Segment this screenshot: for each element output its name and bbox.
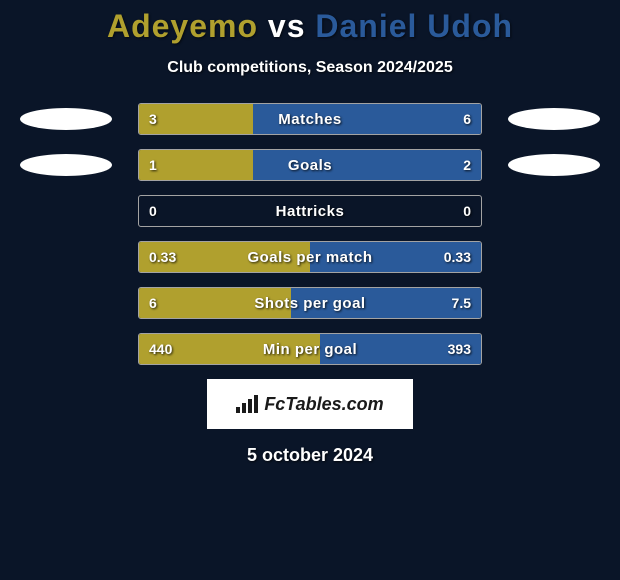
player1-badge xyxy=(16,105,116,133)
metric-label: Matches xyxy=(139,104,481,134)
badge-ellipse xyxy=(20,108,112,130)
player1-name: Adeyemo xyxy=(107,8,258,44)
player2-name: Daniel Udoh xyxy=(315,8,513,44)
badge-ellipse xyxy=(20,154,112,176)
metric-row: 36Matches xyxy=(0,103,620,135)
comparison-infographic: Adeyemo vs Daniel Udoh Club competitions… xyxy=(0,0,620,466)
logo: FcTables.com xyxy=(236,394,383,415)
player1-badge xyxy=(16,197,116,225)
player1-badge xyxy=(16,289,116,317)
badge-ellipse xyxy=(508,108,600,130)
player1-badge xyxy=(16,151,116,179)
player2-badge xyxy=(504,105,604,133)
metric-row: 00Hattricks xyxy=(0,195,620,227)
metric-bar: 440393Min per goal xyxy=(138,333,482,365)
logo-text: FcTables.com xyxy=(264,394,383,415)
metric-row: 12Goals xyxy=(0,149,620,181)
title: Adeyemo vs Daniel Udoh xyxy=(0,8,620,45)
metric-row: 67.5Shots per goal xyxy=(0,287,620,319)
metric-row: 440393Min per goal xyxy=(0,333,620,365)
metric-bar: 36Matches xyxy=(138,103,482,135)
metric-label: Min per goal xyxy=(139,334,481,364)
player2-badge xyxy=(504,151,604,179)
player2-badge xyxy=(504,197,604,225)
player2-badge xyxy=(504,243,604,271)
vs-text: vs xyxy=(268,8,306,44)
badge-ellipse xyxy=(508,154,600,176)
player2-badge xyxy=(504,335,604,363)
logo-box: FcTables.com xyxy=(207,379,413,429)
metric-label: Hattricks xyxy=(139,196,481,226)
metric-label: Goals xyxy=(139,150,481,180)
metric-label: Shots per goal xyxy=(139,288,481,318)
metric-label: Goals per match xyxy=(139,242,481,272)
metric-bar: 12Goals xyxy=(138,149,482,181)
bar-chart-icon xyxy=(236,395,258,413)
metric-bar: 67.5Shots per goal xyxy=(138,287,482,319)
player2-badge xyxy=(504,289,604,317)
metric-bar: 00Hattricks xyxy=(138,195,482,227)
player1-badge xyxy=(16,335,116,363)
date: 5 october 2024 xyxy=(0,445,620,466)
subtitle: Club competitions, Season 2024/2025 xyxy=(0,59,620,77)
metrics-list: 36Matches 12Goals 00Hattricks 0.330.33Goals… xyxy=(0,103,620,365)
metric-bar: 0.330.33Goals per match xyxy=(138,241,482,273)
metric-row: 0.330.33Goals per match xyxy=(0,241,620,273)
player1-badge xyxy=(16,243,116,271)
